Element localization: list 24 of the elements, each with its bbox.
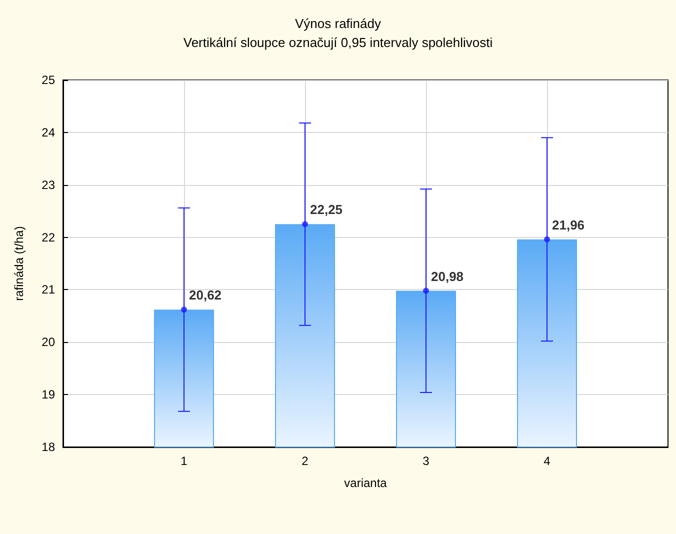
point: [302, 221, 308, 228]
y-tick-label: 22: [42, 230, 56, 244]
y-tick-label: 21: [42, 282, 56, 297]
x-tick-label: 2: [302, 454, 309, 468]
data-label: 22,25: [310, 202, 343, 218]
y-tick-label: 23: [42, 178, 56, 192]
y-tick-label: 18: [42, 440, 56, 454]
point: [544, 236, 550, 242]
x-tick-label: 1: [180, 454, 188, 468]
x-axis-title: varianta: [344, 476, 388, 490]
y-tick-label: 24: [42, 125, 56, 140]
point: [181, 306, 187, 313]
y-tick-label: 25: [42, 73, 56, 87]
x-tick-label: 3: [422, 454, 430, 468]
y-tick-label: 20: [42, 335, 56, 350]
chart-title: Výnos rafinády: [295, 16, 382, 31]
point: [423, 288, 429, 294]
chart-subtitle: Vertikální sloupce označují 0,95 intervaly spolehlivosti: [183, 35, 493, 50]
y-tick-label: 19: [42, 388, 56, 402]
data-label: 20,62: [189, 288, 222, 303]
y-axis-title: rafináda (t/ha): [12, 226, 26, 301]
data-label: 21,96: [552, 217, 585, 232]
x-tick-label: 4: [544, 454, 551, 468]
data-label: 20,98: [431, 268, 464, 284]
